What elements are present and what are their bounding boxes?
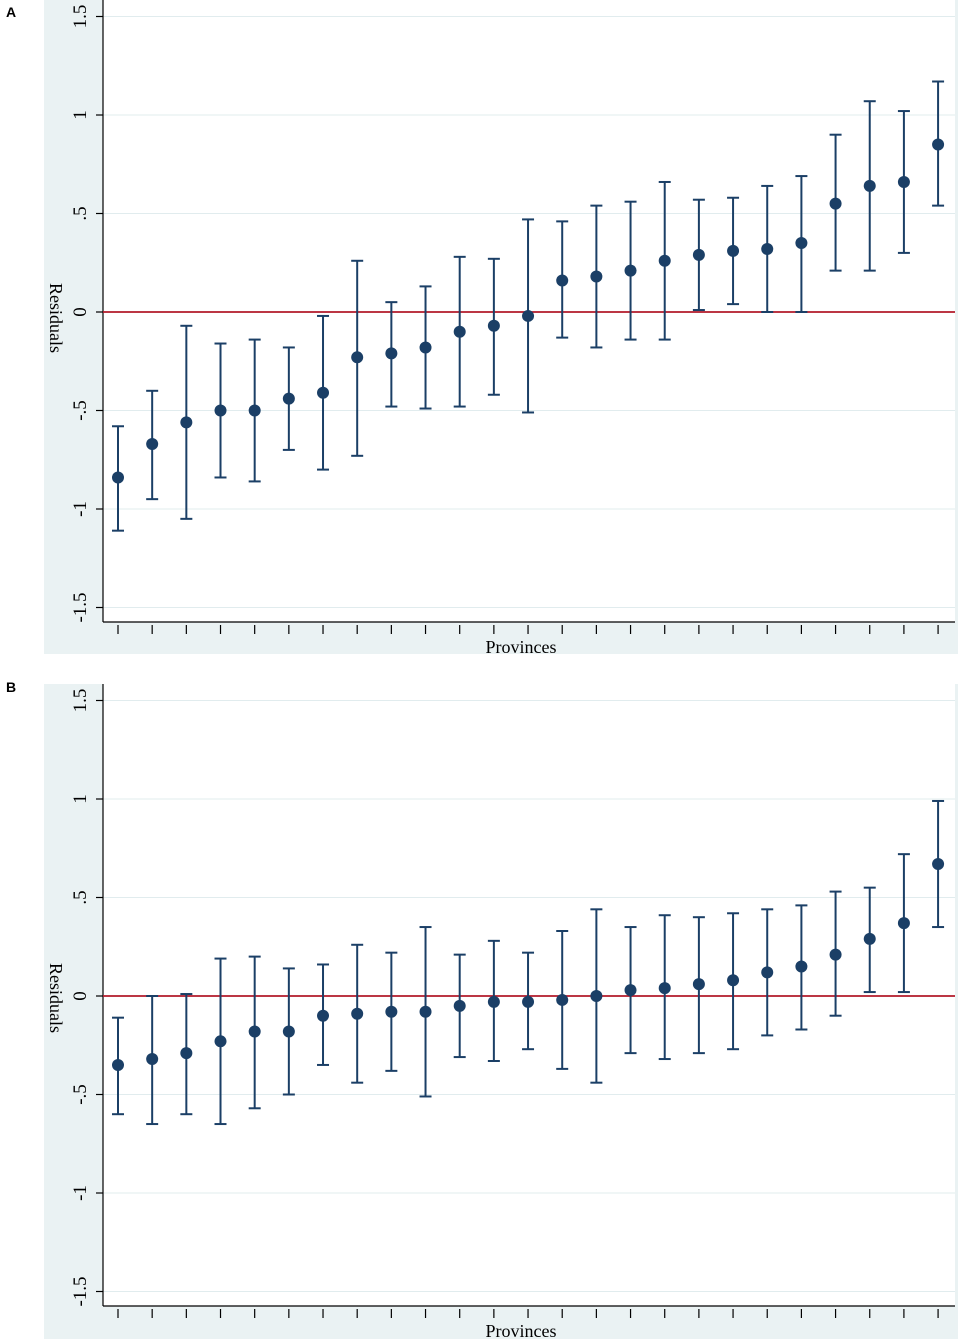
data-point-a-19	[761, 242, 774, 255]
chart-panel-a: -1.5 -1 -.5 0 .5 1 1.5 Provinces Residuals	[44, 0, 958, 657]
y-tick-label-b-2: -.5	[70, 1084, 91, 1105]
data-point-a-4	[248, 404, 261, 417]
data-point-a-20	[795, 237, 808, 250]
data-point-a-14	[590, 270, 603, 283]
data-point-a-3	[214, 404, 227, 417]
y-tick-label-a-2: -.5	[70, 400, 91, 421]
data-point-a-17	[692, 248, 705, 261]
y-tick-label-a-3: 0	[70, 307, 91, 317]
data-point-a-18	[727, 244, 740, 257]
data-point-b-19	[761, 966, 774, 979]
y-tick-label-b-5: 1	[70, 794, 91, 804]
data-point-b-14	[590, 990, 603, 1002]
data-point-b-4	[248, 1025, 261, 1038]
data-point-b-16	[658, 982, 671, 995]
data-point-a-16	[658, 254, 671, 267]
data-point-b-17	[692, 978, 705, 991]
data-point-b-15	[624, 984, 637, 997]
data-point-a-23	[897, 175, 910, 188]
x-axis-title-a: Provinces	[486, 637, 557, 657]
data-point-a-11	[487, 319, 500, 332]
y-tick-label-a-5: 1	[70, 110, 91, 120]
data-point-b-12	[522, 995, 535, 1008]
data-point-b-9	[419, 1005, 432, 1018]
data-point-b-18	[727, 974, 740, 987]
y-axis-title-a: Residuals	[46, 283, 66, 353]
data-point-b-8	[385, 1005, 398, 1018]
data-point-b-21	[829, 948, 842, 961]
y-tick-label-b-3: 0	[70, 991, 91, 1001]
chart-panel-b: -1.5 -1 -.5 0 .5 1 1.5 Provinces Residuals	[44, 684, 958, 1339]
y-tick-label-b-1: -1	[70, 1185, 91, 1201]
data-point-a-5	[282, 392, 295, 405]
data-point-a-21	[829, 197, 842, 210]
panel-label-a: A	[6, 4, 17, 20]
data-point-b-11	[487, 995, 500, 1008]
data-point-a-1	[146, 437, 159, 450]
y-tick-label-a-1: -1	[70, 501, 91, 517]
data-point-b-22	[863, 932, 876, 945]
data-point-a-6	[317, 386, 330, 399]
data-point-b-2	[180, 1047, 193, 1060]
data-point-a-24	[932, 138, 945, 151]
data-point-b-6	[317, 1009, 330, 1022]
y-tick-label-b-0: -1.5	[70, 1276, 91, 1306]
data-point-a-9	[419, 341, 432, 354]
data-point-b-23	[897, 917, 910, 930]
y-tick-label-a-6: 1.5	[70, 5, 91, 29]
data-point-b-0	[112, 1058, 124, 1071]
data-point-b-7	[351, 1007, 364, 1020]
data-point-b-3	[214, 1035, 227, 1048]
y-tick-label-a-0: -1.5	[70, 592, 91, 622]
panel-label-b: B	[6, 679, 17, 695]
data-point-a-13	[556, 274, 569, 287]
y-tick-label-b-4: .5	[70, 890, 91, 904]
data-point-a-22	[863, 179, 876, 192]
data-point-b-13	[556, 993, 569, 1006]
x-axis-title-b: Provinces	[486, 1321, 557, 1339]
data-point-a-12	[522, 309, 535, 322]
data-point-b-1	[146, 1053, 159, 1066]
data-point-a-2	[180, 416, 193, 429]
data-point-a-0	[112, 471, 124, 484]
data-point-a-7	[351, 351, 364, 364]
data-point-b-5	[282, 1025, 295, 1038]
data-point-b-10	[453, 999, 466, 1012]
data-point-a-15	[624, 264, 637, 277]
y-tick-label-b-6: 1.5	[70, 689, 91, 713]
data-point-a-10	[453, 325, 466, 338]
data-point-b-24	[932, 858, 945, 871]
y-tick-label-a-4: .5	[70, 206, 91, 220]
data-point-b-20	[795, 960, 808, 973]
data-point-a-8	[385, 347, 398, 360]
y-axis-title-b: Residuals	[46, 963, 66, 1033]
